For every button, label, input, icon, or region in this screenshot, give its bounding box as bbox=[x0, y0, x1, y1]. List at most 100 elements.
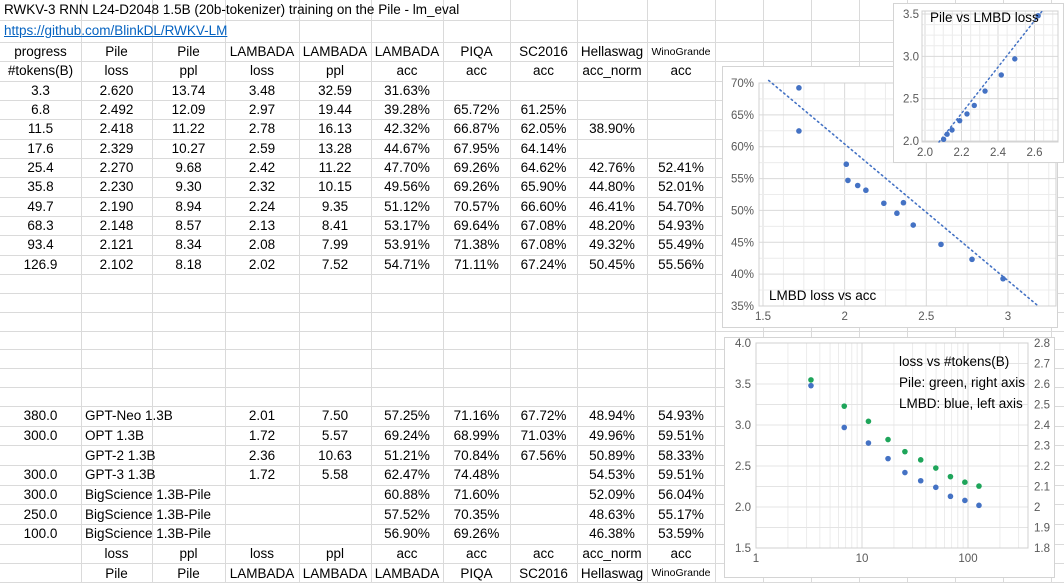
data-cell[interactable]: 54.53% bbox=[589, 467, 635, 483]
data-cell[interactable]: 12.09 bbox=[171, 102, 206, 118]
footer-header[interactable]: Pile bbox=[177, 565, 200, 581]
data-cell[interactable]: 71.38% bbox=[453, 237, 500, 253]
data-cell[interactable]: 49.96% bbox=[589, 427, 635, 443]
data-cell[interactable]: 69.26% bbox=[453, 160, 500, 176]
data-cell[interactable]: 67.24% bbox=[520, 256, 567, 272]
data-cell[interactable]: 53.59% bbox=[658, 526, 704, 542]
data-cell[interactable]: 50.89% bbox=[589, 447, 635, 463]
data-cell[interactable]: 16.13 bbox=[318, 121, 352, 137]
data-cell[interactable]: 2.24 bbox=[248, 198, 276, 214]
data-cell[interactable]: 44.80% bbox=[589, 179, 635, 195]
data-cell[interactable]: 8.34 bbox=[175, 237, 202, 253]
data-cell[interactable]: 67.08% bbox=[520, 237, 567, 253]
data-cell[interactable]: 2.13 bbox=[248, 218, 276, 234]
column-header[interactable]: LAMBADA bbox=[229, 44, 295, 60]
data-cell[interactable]: 8.18 bbox=[175, 256, 202, 272]
data-cell[interactable]: 53.17% bbox=[384, 218, 430, 234]
column-subheader[interactable]: loss bbox=[104, 63, 129, 79]
data-cell[interactable]: 7.52 bbox=[321, 256, 349, 272]
column-subheader[interactable]: loss bbox=[249, 63, 274, 79]
data-cell[interactable]: 9.35 bbox=[321, 198, 349, 214]
data-cell[interactable]: 67.95% bbox=[453, 140, 500, 156]
data-cell[interactable]: 71.03% bbox=[520, 427, 567, 443]
data-cell[interactable]: 2.08 bbox=[248, 237, 276, 253]
data-cell[interactable]: 2.42 bbox=[248, 160, 276, 176]
footer-header[interactable]: PIQA bbox=[460, 565, 493, 581]
data-cell[interactable]: 59.51% bbox=[658, 427, 704, 443]
model-name-cell[interactable]: BigScience 1.3B-Pile bbox=[85, 487, 212, 502]
column-header[interactable]: LAMBADA bbox=[302, 44, 368, 60]
column-header[interactable]: WinoGrande bbox=[651, 45, 711, 58]
column-header[interactable]: LAMBADA bbox=[374, 44, 440, 60]
column-header[interactable]: SC2016 bbox=[519, 44, 568, 60]
data-cell[interactable]: 9.68 bbox=[175, 160, 202, 176]
data-cell[interactable]: 11.22 bbox=[172, 121, 205, 137]
data-cell[interactable]: 42.76% bbox=[589, 160, 635, 176]
data-cell[interactable]: 51.21% bbox=[384, 447, 430, 463]
data-cell[interactable]: 71.16% bbox=[453, 408, 500, 424]
data-cell[interactable]: 59.51% bbox=[658, 467, 704, 483]
data-cell[interactable]: 67.08% bbox=[520, 218, 567, 234]
data-cell[interactable]: 5.57 bbox=[321, 427, 349, 443]
footer-header[interactable]: LAMBADA bbox=[302, 565, 368, 581]
footer-header[interactable]: Pile bbox=[105, 565, 128, 581]
data-cell[interactable]: 67.56% bbox=[520, 447, 567, 463]
footer-subheader[interactable]: ppl bbox=[179, 546, 198, 562]
data-cell[interactable]: 300.0 bbox=[23, 467, 58, 483]
data-cell[interactable]: 93.4 bbox=[27, 237, 54, 253]
data-cell[interactable]: 68.99% bbox=[453, 427, 500, 443]
data-cell[interactable]: 3.48 bbox=[248, 82, 276, 98]
data-cell[interactable]: 380.0 bbox=[23, 408, 58, 424]
sheet-title-cell[interactable]: RWKV-3 RNN L24-D2048 1.5B (20b-tokenizer… bbox=[4, 2, 460, 17]
data-cell[interactable]: 31.63% bbox=[384, 82, 430, 98]
data-cell[interactable]: 56.90% bbox=[384, 526, 430, 542]
data-cell[interactable]: 6.8 bbox=[31, 102, 50, 118]
data-cell[interactable]: 71.11% bbox=[454, 256, 499, 272]
data-cell[interactable]: 48.63% bbox=[589, 506, 635, 522]
data-cell[interactable]: 69.26% bbox=[453, 526, 500, 542]
data-cell[interactable]: 1.72 bbox=[248, 427, 276, 443]
data-cell[interactable]: 46.38% bbox=[589, 526, 635, 542]
data-cell[interactable]: 46.41% bbox=[589, 198, 635, 214]
data-cell[interactable]: 2.620 bbox=[99, 82, 134, 98]
data-cell[interactable]: 64.62% bbox=[520, 160, 567, 176]
data-cell[interactable]: 66.87% bbox=[453, 121, 500, 137]
data-cell[interactable]: 19.44 bbox=[318, 102, 352, 118]
data-cell[interactable]: 2.32 bbox=[248, 179, 276, 195]
data-cell[interactable]: 65.72% bbox=[453, 102, 500, 118]
data-cell[interactable]: 53.91% bbox=[384, 237, 430, 253]
column-header[interactable]: Pile bbox=[105, 44, 128, 60]
footer-header[interactable]: SC2016 bbox=[519, 565, 568, 581]
column-subheader[interactable]: acc bbox=[532, 63, 554, 79]
column-subheader[interactable]: acc_norm bbox=[582, 63, 642, 79]
data-cell[interactable]: 49.56% bbox=[384, 179, 430, 195]
data-cell[interactable]: 1.72 bbox=[248, 467, 276, 483]
chart-pile-vs-lmbd-loss[interactable]: 2.0 2.5 3.0 3.5 2.0 2.2 2.4 2.6 Pile vs LMBD los… bbox=[893, 3, 1064, 163]
data-cell[interactable]: 25.4 bbox=[27, 160, 54, 176]
model-name-cell[interactable]: BigScience 1.3B-Pile bbox=[85, 506, 212, 522]
data-cell[interactable]: 2.78 bbox=[248, 121, 276, 137]
data-cell[interactable]: 64.14% bbox=[520, 140, 567, 156]
footer-subheader[interactable]: acc bbox=[465, 546, 487, 562]
data-cell[interactable]: 7.99 bbox=[321, 237, 349, 253]
data-cell[interactable]: 126.9 bbox=[23, 256, 58, 272]
data-cell[interactable]: 69.26% bbox=[453, 179, 500, 195]
data-cell[interactable]: 70.57% bbox=[453, 198, 500, 214]
data-cell[interactable]: 5.58 bbox=[321, 467, 349, 483]
data-cell[interactable]: 2.59 bbox=[248, 140, 276, 156]
data-cell[interactable]: 49.7 bbox=[27, 198, 54, 214]
data-cell[interactable]: 7.50 bbox=[321, 408, 349, 424]
data-cell[interactable]: 47.70% bbox=[384, 160, 430, 176]
model-name-cell[interactable]: GPT-Neo 1.3B bbox=[85, 408, 173, 424]
data-cell[interactable]: 50.45% bbox=[589, 256, 635, 272]
data-cell[interactable]: 57.52% bbox=[384, 506, 430, 522]
footer-subheader[interactable]: acc bbox=[670, 546, 692, 562]
data-cell[interactable]: 8.57 bbox=[175, 218, 202, 234]
data-cell[interactable]: 70.84% bbox=[453, 447, 500, 463]
data-cell[interactable]: 57.25% bbox=[384, 408, 430, 424]
footer-header[interactable]: LAMBADA bbox=[374, 565, 440, 581]
data-cell[interactable]: 55.56% bbox=[658, 256, 704, 272]
footer-header[interactable]: Hellaswag bbox=[580, 565, 644, 581]
data-cell[interactable]: 2.02 bbox=[248, 256, 276, 272]
data-cell[interactable]: 13.28 bbox=[318, 140, 352, 156]
